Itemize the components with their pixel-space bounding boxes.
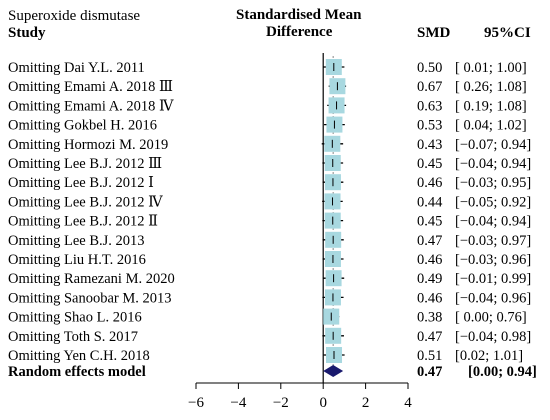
- study-label: Omitting Gokbel H. 2016: [8, 118, 157, 134]
- plot-header-line1: Standardised Mean: [236, 7, 362, 23]
- smd-value: 0.46: [417, 252, 442, 268]
- ci-value: [−0.03; 0.97]: [455, 233, 531, 249]
- study-label: Omitting Emami A. 2018 Ⅲ: [8, 79, 173, 95]
- smd-column-header: SMD: [417, 25, 451, 41]
- study-column-header: Study: [8, 25, 46, 41]
- study-label: Omitting Sanoobar M. 2013: [8, 290, 172, 306]
- study-label: Omitting Shao L. 2016: [8, 310, 142, 326]
- summary-diamond: [323, 365, 344, 377]
- study-label: Omitting Lee B.J. 2012 Ⅱ: [8, 214, 158, 230]
- study-label: Omitting Liu H.T. 2016: [8, 252, 146, 268]
- ci-value: [ 0.01; 1.00]: [455, 60, 527, 76]
- summary-ci-value: [0.00; 0.94]: [468, 364, 537, 380]
- study-label: Omitting Lee B.J. 2013: [8, 233, 145, 249]
- ci-value: [ 0.19; 1.08]: [455, 98, 527, 114]
- outcome-label: Superoxide dismutase: [8, 8, 141, 24]
- smd-value: 0.44: [417, 194, 443, 210]
- smd-value: 0.46: [417, 290, 442, 306]
- smd-value: 0.43: [417, 137, 442, 153]
- study-label: Omitting Lee B.J. 2012 Ⅳ: [8, 194, 163, 210]
- ci-value: [ 0.26; 1.08]: [455, 79, 527, 95]
- plot-header-line2: Difference: [266, 24, 333, 40]
- ci-value: [0.02; 1.01]: [455, 348, 523, 364]
- ci-value: [−0.03; 0.96]: [455, 252, 531, 268]
- x-tick-label: 4: [404, 395, 412, 411]
- ci-value: [−0.04; 0.96]: [455, 290, 531, 306]
- ci-value: [−0.04; 0.98]: [455, 329, 531, 345]
- ci-value: [−0.01; 0.99]: [455, 271, 531, 287]
- study-label: Omitting Emami A. 2018 Ⅳ: [8, 98, 174, 114]
- ci-value: [−0.05; 0.92]: [455, 194, 531, 210]
- x-tick-label: 2: [362, 395, 370, 411]
- study-label: Omitting Yen C.H. 2018: [8, 348, 150, 364]
- x-tick-label: −4: [230, 395, 246, 411]
- smd-value: 0.47: [417, 329, 442, 345]
- smd-value: 0.45: [417, 214, 442, 230]
- study-label: Omitting Toth S. 2017: [8, 329, 138, 345]
- smd-value: 0.46: [417, 175, 442, 191]
- x-tick-label: −6: [188, 395, 204, 411]
- study-label: Omitting Dai Y.L. 2011: [8, 60, 145, 76]
- ci-value: [ 0.00; 0.76]: [455, 310, 527, 326]
- smd-value: 0.51: [417, 348, 442, 364]
- ci-value: [−0.07; 0.94]: [455, 137, 531, 153]
- ci-value: [ 0.04; 1.02]: [455, 118, 527, 134]
- study-label: Omitting Ramezani M. 2020: [8, 271, 175, 287]
- smd-value: 0.50: [417, 60, 442, 76]
- smd-value: 0.49: [417, 271, 442, 287]
- study-label: Omitting Lee B.J. 2012 Ⅲ: [8, 156, 162, 172]
- smd-value: 0.63: [417, 98, 442, 114]
- ci-value: [−0.03; 0.95]: [455, 175, 531, 191]
- smd-value: 0.38: [417, 310, 442, 326]
- smd-value: 0.67: [417, 79, 442, 95]
- x-tick-label: −2: [273, 395, 289, 411]
- summary-smd-value: 0.47: [417, 364, 442, 380]
- ci-value: [−0.04; 0.94]: [455, 156, 531, 172]
- x-tick-label: 0: [319, 395, 327, 411]
- smd-value: 0.47: [417, 233, 442, 249]
- ci-value: [−0.04; 0.94]: [455, 214, 531, 230]
- smd-value: 0.45: [417, 156, 442, 172]
- smd-value: 0.53: [417, 118, 442, 134]
- ci-column-header: 95%CI: [484, 25, 531, 41]
- study-label: Omitting Hormozi M. 2019: [8, 137, 168, 153]
- study-label: Omitting Lee B.J. 2012 Ⅰ: [8, 175, 154, 191]
- summary-label: Random effects model: [8, 364, 146, 380]
